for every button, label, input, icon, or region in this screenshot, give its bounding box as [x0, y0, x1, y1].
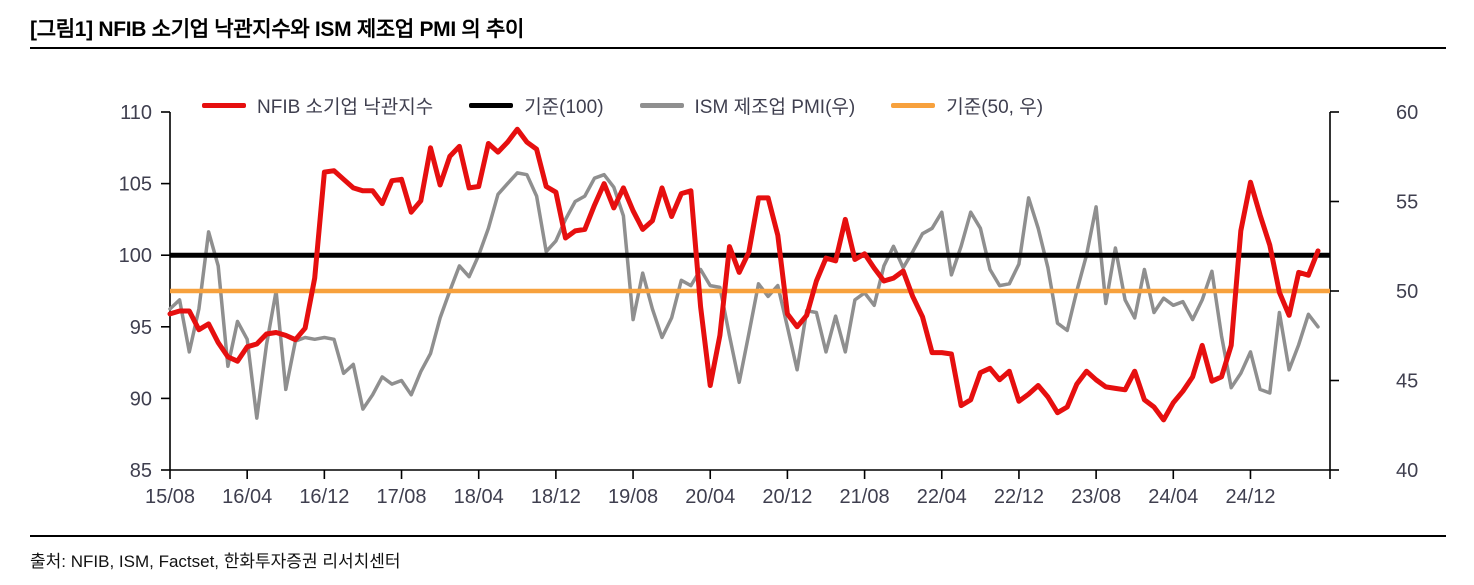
x-axis-tick-label: 16/12 [299, 486, 349, 508]
legend-line-swatch [469, 103, 514, 108]
x-axis-tick-label: 23/08 [1071, 486, 1121, 508]
axes: 110 105 100 95 90 85 60 55 50 45 40 15/08 16/04 16/12… [119, 102, 1419, 508]
title-rule [30, 47, 1446, 49]
left-axis-tick-label: 85 [130, 460, 152, 482]
nfib-optimism-line [167, 126, 1321, 423]
chart-legend: NFIB 소기업 낙관지수 기준(100) ISM 제조업 PMI(우) 기준(50,… [202, 92, 1043, 119]
x-axis-tick-label: 16/04 [222, 486, 272, 508]
left-axis-tick-label: 100 [119, 245, 152, 267]
x-axis-tick-label: 24/12 [1225, 486, 1275, 508]
x-axis-tick-label: 19/08 [608, 486, 658, 508]
right-axis-tick-label: 60 [1396, 102, 1418, 124]
right-axis-tick-label: 50 [1396, 281, 1418, 303]
legend-item: ISM 제조업 PMI(우) [639, 92, 856, 119]
legend-line-swatch [202, 103, 246, 108]
legend-item: NFIB 소기업 낙관지수 [202, 92, 433, 119]
x-axis-tick-label: 18/12 [531, 486, 581, 508]
legend-label: NFIB 소기업 낙관지수 [257, 97, 434, 118]
legend-label: 기준(100) [524, 97, 604, 118]
legend-label: 기준(50, 우) [946, 97, 1044, 118]
x-axis-tick-label: 21/08 [840, 486, 890, 508]
x-axis-tick-label: 20/12 [762, 486, 812, 508]
x-axis-tick-label: 20/04 [685, 486, 735, 508]
legend-line-swatch [891, 103, 936, 108]
left-axis-tick-label: 95 [130, 317, 152, 339]
x-axis-tick-label: 22/12 [994, 486, 1044, 508]
ism-pmi-line [168, 171, 1320, 420]
left-axis-tick-label: 90 [130, 388, 152, 410]
right-axis-tick-label: 45 [1396, 371, 1418, 393]
legend-label: ISM 제조업 PMI(우) [694, 97, 856, 118]
x-axis-tick-label: 15/08 [145, 486, 195, 508]
legend-line-swatch [639, 103, 684, 108]
right-axis-tick-label: 40 [1396, 460, 1418, 482]
x-axis-tick-label: 18/04 [454, 486, 504, 508]
legend-item: 기준(100) [469, 92, 604, 119]
x-axis-tick-label: 24/04 [1148, 486, 1198, 508]
left-axis-tick-label: 105 [119, 174, 152, 196]
x-axis-tick-label: 17/08 [376, 486, 426, 508]
x-axis-tick-label: 22/04 [917, 486, 967, 508]
legend-item: 기준(50, 우) [891, 92, 1043, 119]
figure-title: [그림1] NFIB 소기업 낙관지수와 ISM 제조업 PMI 의 추이 [30, 18, 525, 41]
source-note: 출처: NFIB, ISM, Factset, 한화투자증권 리서치센터 [30, 552, 401, 571]
left-axis-tick-label: 110 [120, 102, 152, 124]
footer-rule [30, 535, 1446, 537]
right-axis-tick-label: 55 [1396, 192, 1418, 214]
